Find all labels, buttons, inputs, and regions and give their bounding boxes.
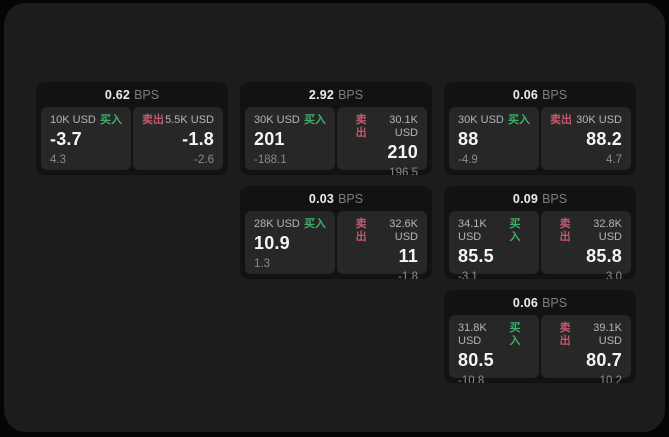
buy-price: 85.5: [458, 246, 494, 266]
sell-delta: -2.6: [194, 154, 214, 166]
buy-delta: -188.1: [254, 154, 287, 166]
sell-side-label: 卖出: [559, 322, 571, 347]
sell-price: 80.7: [586, 350, 622, 370]
bps-header: 2.92 BPS: [240, 82, 432, 107]
quote-card: 0.62 BPS 10K USD 买入 -3.7 4.3 卖出 5.5K USD: [36, 82, 228, 175]
sell-price: 88.2: [586, 129, 622, 149]
sell-delta: 3.0: [606, 271, 622, 279]
sell-tile[interactable]: 卖出 30.1K USD 210 196.5: [337, 107, 427, 175]
buy-tile[interactable]: 30K USD 买入 88 -4.9: [449, 107, 539, 170]
buy-amount: 31.8K USD: [458, 322, 487, 347]
buy-delta: 4.3: [50, 154, 66, 166]
quote-card: 0.06 BPS 30K USD 买入 88 -4.9 卖出 30K USD: [444, 82, 636, 175]
buy-tile[interactable]: 34.1K USD 买入 85.5 -3.1: [449, 211, 539, 279]
sell-side-label: 卖出: [355, 114, 367, 139]
quote-card: 0.09 BPS 34.1K USD 买入 85.5 -3.1 卖出 32.8K…: [444, 186, 636, 279]
buy-tile[interactable]: 31.8K USD 买入 80.5 -10.8: [449, 315, 539, 383]
buy-side-label: 买入: [100, 114, 122, 126]
buy-amount: 30K USD: [254, 114, 300, 126]
bps-header: 0.06 BPS: [444, 290, 636, 315]
sell-tile[interactable]: 卖出 5.5K USD -1.8 -2.6: [133, 107, 223, 170]
bps-value: 0.06: [512, 87, 539, 102]
sell-price: -1.8: [182, 129, 214, 149]
buy-price: 88: [458, 129, 479, 149]
bps-unit: BPS: [542, 87, 568, 102]
sell-price: 11: [398, 246, 418, 266]
bps-value: 0.03: [308, 191, 335, 206]
sell-side-label: 卖出: [559, 218, 571, 243]
buy-tile[interactable]: 30K USD 买入 201 -188.1: [245, 107, 335, 170]
sell-amount: 39.1K USD: [593, 322, 622, 347]
buy-side-label: 买入: [509, 322, 521, 347]
sell-delta: 196.5: [389, 167, 418, 175]
bps-unit: BPS: [134, 87, 160, 102]
buy-amount: 10K USD: [50, 114, 96, 126]
quote-body: 30K USD 买入 201 -188.1 卖出 30.1K USD 210 1…: [240, 107, 432, 175]
buy-price: 201: [254, 129, 285, 149]
sell-delta: -1.8: [398, 271, 418, 279]
sell-price: 210: [387, 142, 418, 162]
bps-unit: BPS: [338, 87, 364, 102]
buy-delta: -4.9: [458, 154, 478, 166]
bps-value: 0.09: [512, 191, 539, 206]
sell-tile[interactable]: 卖出 32.8K USD 85.8 3.0: [541, 211, 631, 279]
quote-body: 34.1K USD 买入 85.5 -3.1 卖出 32.8K USD 85.8…: [444, 211, 636, 279]
bps-value: 0.06: [512, 295, 539, 310]
app-panel: 0.62 BPS 10K USD 买入 -3.7 4.3 卖出 5.5K USD: [4, 3, 665, 432]
quote-card: 0.06 BPS 31.8K USD 买入 80.5 -10.8 卖出 39.1…: [444, 290, 636, 383]
bps-value: 0.62: [104, 87, 131, 102]
buy-price: -3.7: [50, 129, 82, 149]
bps-header: 0.62 BPS: [36, 82, 228, 107]
sell-tile[interactable]: 卖出 30K USD 88.2 4.7: [541, 107, 631, 170]
quote-body: 30K USD 买入 88 -4.9 卖出 30K USD 88.2 4.7: [444, 107, 636, 175]
buy-amount: 34.1K USD: [458, 218, 487, 243]
bps-unit: BPS: [338, 191, 364, 206]
buy-amount: 30K USD: [458, 114, 504, 126]
sell-delta: 10.2: [599, 375, 622, 383]
buy-delta: -10.8: [458, 375, 485, 383]
sell-side-label: 卖出: [550, 114, 572, 126]
buy-delta: -3.1: [458, 271, 478, 279]
sell-amount: 32.6K USD: [389, 218, 418, 243]
buy-delta: 1.3: [254, 258, 270, 270]
buy-tile[interactable]: 10K USD 买入 -3.7 4.3: [41, 107, 131, 170]
sell-price: 85.8: [586, 246, 622, 266]
bps-unit: BPS: [542, 191, 568, 206]
quote-body: 31.8K USD 买入 80.5 -10.8 卖出 39.1K USD 80.…: [444, 315, 636, 383]
buy-tile[interactable]: 28K USD 买入 10.9 1.3: [245, 211, 335, 274]
sell-side-label: 卖出: [142, 114, 164, 126]
sell-side-label: 卖出: [355, 218, 367, 243]
buy-side-label: 买入: [304, 218, 326, 230]
quote-card: 2.92 BPS 30K USD 买入 201 -188.1 卖出 30.1K …: [240, 82, 432, 175]
buy-price: 80.5: [458, 350, 494, 370]
buy-side-label: 买入: [509, 218, 521, 243]
buy-amount: 28K USD: [254, 218, 300, 230]
sell-amount: 5.5K USD: [165, 114, 214, 126]
sell-delta: 4.7: [606, 154, 622, 166]
bps-header: 0.03 BPS: [240, 186, 432, 211]
bps-value: 2.92: [308, 87, 335, 102]
quote-body: 10K USD 买入 -3.7 4.3 卖出 5.5K USD -1.8 -2.…: [36, 107, 228, 175]
buy-side-label: 买入: [304, 114, 326, 126]
buy-price: 10.9: [254, 233, 290, 253]
sell-amount: 30K USD: [576, 114, 622, 126]
quote-body: 28K USD 买入 10.9 1.3 卖出 32.6K USD 11 -1.8: [240, 211, 432, 279]
quote-card: 0.03 BPS 28K USD 买入 10.9 1.3 卖出 32.6K US…: [240, 186, 432, 279]
bps-header: 0.09 BPS: [444, 186, 636, 211]
bps-header: 0.06 BPS: [444, 82, 636, 107]
bps-unit: BPS: [542, 295, 568, 310]
buy-side-label: 买入: [508, 114, 530, 126]
sell-tile[interactable]: 卖出 39.1K USD 80.7 10.2: [541, 315, 631, 383]
sell-tile[interactable]: 卖出 32.6K USD 11 -1.8: [337, 211, 427, 279]
sell-amount: 30.1K USD: [389, 114, 418, 139]
sell-amount: 32.8K USD: [593, 218, 622, 243]
